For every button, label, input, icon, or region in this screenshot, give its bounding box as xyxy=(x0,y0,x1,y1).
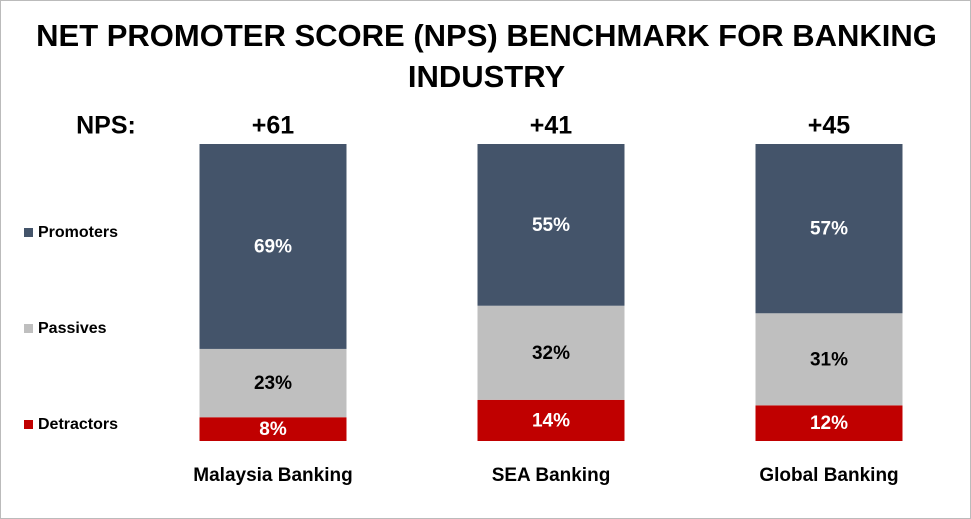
value-label: 55% xyxy=(532,215,570,236)
bar-segment xyxy=(199,348,347,418)
nps-label: NPS: xyxy=(76,112,136,140)
legend-label: Passives xyxy=(38,320,107,337)
value-label: 12% xyxy=(810,413,848,434)
nps-score: +41 xyxy=(530,112,573,140)
legend-label: Detractors xyxy=(38,416,118,433)
value-label: 23% xyxy=(254,373,292,394)
bar-segment xyxy=(755,313,903,406)
value-label: 69% xyxy=(254,236,292,257)
x-tick-label: SEA Banking xyxy=(492,465,611,486)
x-tick-label: Malaysia Banking xyxy=(193,465,352,486)
nps-score: +45 xyxy=(808,112,851,140)
bar-segment xyxy=(199,417,347,441)
bar-segment xyxy=(755,144,903,314)
value-label: 57% xyxy=(810,219,848,240)
bar-segment xyxy=(755,405,903,441)
legend-swatch xyxy=(24,228,33,237)
value-label: 32% xyxy=(532,343,570,364)
legend-swatch xyxy=(24,420,33,429)
legend-label: Promoters xyxy=(38,224,118,241)
value-label: 14% xyxy=(532,410,570,431)
bar-segment xyxy=(199,144,347,349)
x-tick-label: Global Banking xyxy=(759,465,898,486)
bar-segment xyxy=(477,305,625,400)
value-label: 8% xyxy=(259,419,287,440)
bar-segment xyxy=(477,399,625,441)
nps-score: +61 xyxy=(252,112,295,140)
chart-title: NET PROMOTER SCORE (NPS) BENCHMARK FOR B… xyxy=(36,18,937,94)
value-label: 31% xyxy=(810,349,848,370)
bar-segment xyxy=(477,144,625,306)
legend-swatch xyxy=(24,324,33,333)
